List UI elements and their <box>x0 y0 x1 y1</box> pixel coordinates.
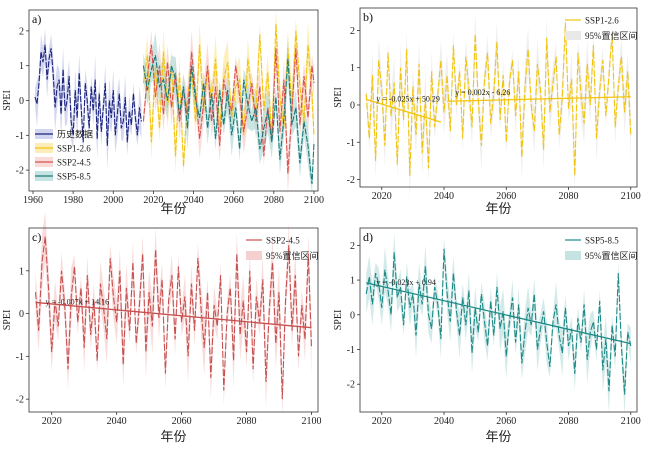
x-tick-label: 2100 <box>621 191 641 202</box>
panel-4: y = -0.023x + 0.94 2020 2040 2060 2080 2100 -2… <box>333 227 641 444</box>
y-tick-label: -2 <box>16 166 24 177</box>
x-axis-label: 年份 <box>160 201 186 216</box>
y-tick-label: -2 <box>16 395 24 406</box>
panel-1: 1960 1980 2000 2020 2040 2060 2080 2100 -2 -1 0 1 2 年… <box>2 8 324 216</box>
legend-label: 历史数据 <box>57 129 93 140</box>
x-tick-label: 2020 <box>42 416 62 427</box>
y-tick-label: -1 <box>347 345 355 356</box>
x-tick-label: 2060 <box>172 416 192 427</box>
x-tick-label: 2080 <box>559 416 579 427</box>
legend-label: SSP5-8.5 <box>57 172 91 182</box>
y-axis-label: SPEI <box>2 310 13 331</box>
x-tick-label: 2020 <box>372 416 392 427</box>
y-tick-label: -2 <box>347 380 355 391</box>
y-tick-label: 2 <box>350 241 355 252</box>
x-axis-label: 年份 <box>485 201 511 216</box>
panel-tag: d) <box>363 230 373 244</box>
x-tick-label: 2080 <box>237 416 257 427</box>
y-tick-label: 1 <box>19 61 24 72</box>
trend-equation-label: y = -0.023x + 0.94 <box>376 278 436 287</box>
trend-equation-label: y = 0.002x - 6.26 <box>455 88 510 97</box>
confidence-band <box>143 32 314 195</box>
x-tick-label: 2040 <box>434 416 454 427</box>
legend-swatch <box>246 251 262 260</box>
y-tick-label: -1 <box>16 131 24 142</box>
x-tick-label: 2060 <box>496 416 516 427</box>
y-tick-label: 2 <box>350 26 355 37</box>
plot-frame <box>359 227 638 413</box>
y-axis-label: SPEI <box>2 90 13 111</box>
panel-2: y = -0.025x + 50.29y = 0.002x - 6.262020… <box>333 7 641 216</box>
legend-label: 95%置信区间 <box>585 30 638 41</box>
y-tick-label: -2 <box>347 175 355 186</box>
x-tick-label: 2000 <box>103 195 123 206</box>
series-line <box>34 236 313 400</box>
x-axis-label: 年份 <box>160 429 186 444</box>
y-tick-label: 0 <box>350 100 355 111</box>
plot-frame <box>359 7 638 188</box>
x-tick-label: 2040 <box>184 195 204 206</box>
x-tick-label: 2020 <box>372 191 392 202</box>
legend-label: SSP1-2.6 <box>57 144 91 154</box>
y-tick-label: 1 <box>19 266 24 277</box>
y-axis-label: SPEI <box>333 87 344 108</box>
series-line <box>142 44 315 174</box>
y-tick-label: -1 <box>347 138 355 149</box>
y-axis-label: SPEI <box>333 310 344 331</box>
legend-label: SSP2-4.5 <box>57 158 91 168</box>
x-tick-label: 2040 <box>107 416 127 427</box>
panel-tag: a) <box>32 12 41 26</box>
x-tick-label: 2100 <box>621 416 641 427</box>
x-tick-label: 2020 <box>143 195 163 206</box>
legend-label: SSP1-2.6 <box>585 16 619 26</box>
series-line <box>365 22 632 176</box>
trend-line <box>366 98 442 123</box>
y-tick-label: 2 <box>19 26 24 37</box>
legend-label: 95%置信区间 <box>585 250 638 261</box>
legend-label: 95%置信区间 <box>266 250 319 261</box>
x-tick-label: 1980 <box>63 195 83 206</box>
confidence-band <box>366 232 631 415</box>
y-tick-label: -1 <box>16 352 24 363</box>
series-line <box>142 55 315 185</box>
x-tick-label: 2100 <box>304 195 324 206</box>
x-tick-label: 1960 <box>23 195 43 206</box>
y-tick-label: 0 <box>19 309 24 320</box>
legend-swatch <box>565 251 581 260</box>
legend-label: SSP2-4.5 <box>266 236 300 246</box>
x-tick-label: 2060 <box>496 191 516 202</box>
x-tick-label: 2040 <box>434 191 454 202</box>
panel-tag: c) <box>32 230 41 244</box>
trend-equation-label: y = -0.007x + 14.16 <box>45 297 109 306</box>
trend-equation-label: y = -0.025x + 50.29 <box>376 94 440 103</box>
x-tick-label: 2100 <box>302 416 322 427</box>
legend-swatch <box>565 31 581 40</box>
y-tick-label: 1 <box>350 63 355 74</box>
x-axis-label: 年份 <box>485 429 511 444</box>
y-tick-label: 0 <box>350 310 355 321</box>
trend-line <box>447 96 631 102</box>
panel-tag: b) <box>363 10 373 24</box>
panel-3: y = -0.007x + 14.16 2020 2040 2060 2080 2100 -… <box>2 211 322 444</box>
series-line <box>34 44 142 146</box>
series-line <box>365 248 632 395</box>
y-tick-label: 0 <box>19 96 24 107</box>
x-tick-label: 2060 <box>224 195 244 206</box>
y-tick-label: 1 <box>350 276 355 287</box>
trend-line <box>35 301 312 329</box>
x-tick-label: 2080 <box>559 191 579 202</box>
legend-label: SSP5-8.5 <box>585 236 619 246</box>
plot-frame <box>28 227 319 413</box>
x-tick-label: 2080 <box>264 195 284 206</box>
trend-line <box>366 282 631 345</box>
